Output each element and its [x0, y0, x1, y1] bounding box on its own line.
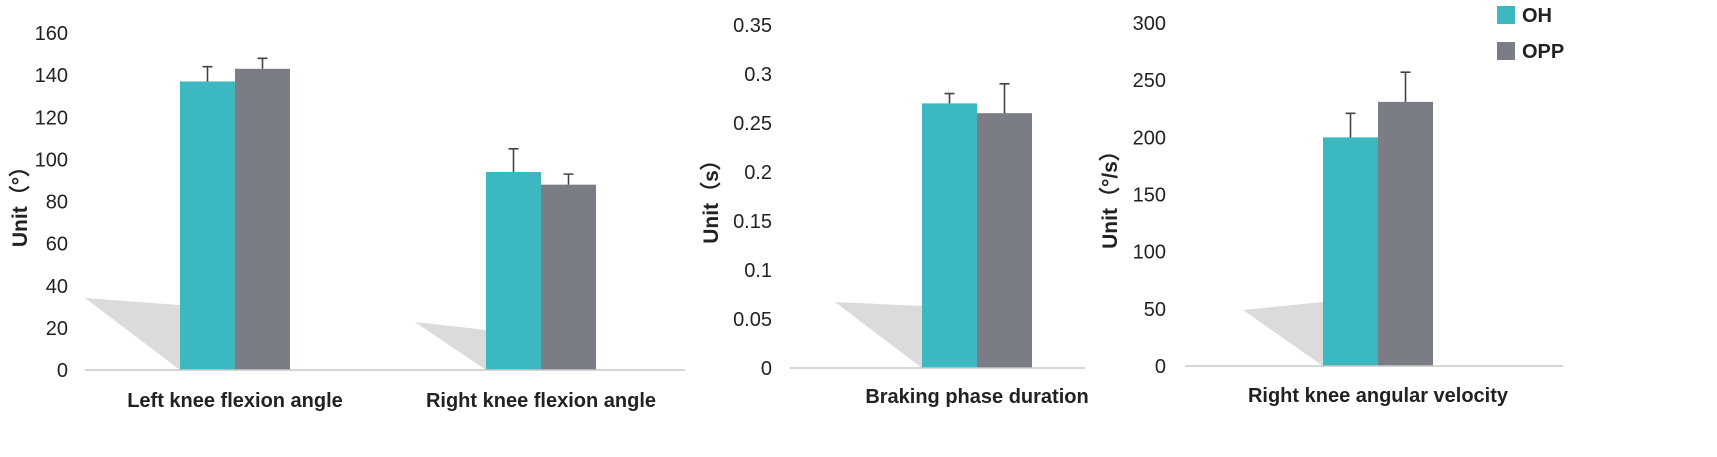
y-tick-label: 140: [35, 65, 68, 87]
y-axis-label: Unit（s）: [699, 149, 723, 244]
legend-label: OH: [1522, 5, 1552, 27]
bar-shadow: [1243, 302, 1323, 366]
y-tick-label: 0: [1155, 356, 1166, 378]
y-tick-label: 0: [761, 358, 772, 380]
bar-opp: [1378, 101, 1433, 366]
category-label: Left knee flexion angle: [127, 390, 343, 412]
bar-shadow: [415, 322, 486, 370]
y-axis-label: Unit（°）: [8, 156, 32, 247]
bar-oh: [922, 103, 977, 369]
y-tick-label: 50: [1144, 299, 1166, 321]
error-bar: [1400, 71, 1411, 102]
legend-swatch: [1497, 6, 1515, 24]
y-tick-label: 0.05: [733, 309, 772, 331]
legend: OH OPP: [1497, 5, 1564, 63]
y-tick-label: 60: [46, 234, 68, 256]
y-tick-label: 80: [46, 192, 68, 214]
y-axis-label: Unit（°/s）: [1098, 140, 1122, 249]
y-tick-label: 0.2: [744, 162, 772, 184]
y-tick-label: 0.3: [744, 64, 772, 86]
y-tick-label: 20: [46, 318, 68, 340]
y-tick-label: 0.15: [733, 211, 772, 233]
y-tick-label: 300: [1133, 13, 1166, 35]
category-label: Braking phase duration: [865, 386, 1088, 408]
chart-3: 0 50 100 150 200 250 300 Unit（°/s） Right knee an…: [1098, 13, 1563, 407]
error-bar: [257, 57, 268, 69]
y-tick-label: 0.35: [733, 15, 772, 37]
y-tick-label: 150: [1133, 185, 1166, 207]
y-tick-label: 250: [1133, 70, 1166, 92]
bar-shadow: [85, 298, 180, 370]
category-label: Right knee angular velocity: [1248, 385, 1509, 407]
y-tick-label: 100: [35, 149, 68, 171]
error-bar: [202, 65, 213, 82]
category-label: Right knee flexion angle: [426, 390, 656, 412]
bar-shadow: [835, 302, 922, 368]
bar-oh: [486, 172, 541, 370]
bar-opp: [235, 68, 290, 371]
y-tick-label: 40: [46, 276, 68, 298]
error-bar: [999, 83, 1010, 114]
y-tick-label: 160: [35, 23, 68, 45]
error-bar: [563, 173, 574, 185]
bar-opp: [977, 113, 1032, 368]
bar-opp: [541, 184, 596, 370]
y-tick-label: 120: [35, 107, 68, 129]
y-tick-label: 0.25: [733, 113, 772, 135]
error-bar: [508, 148, 519, 173]
bar-oh: [180, 81, 235, 370]
legend-swatch: [1497, 42, 1515, 60]
chart-1: 0 20 40 60 80 100 120 140 160 Unit（°） Left knee fl…: [8, 23, 685, 412]
error-bar: [1345, 112, 1356, 138]
chart-2: 0 0.05 0.1 0.15 0.2 0.25 0.3 0.35 Unit（s） Braking…: [699, 15, 1089, 408]
y-tick-label: 200: [1133, 127, 1166, 149]
bar-oh: [1323, 137, 1378, 366]
legend-label: OPP: [1522, 41, 1564, 63]
y-tick-label: 0.1: [744, 260, 772, 282]
y-tick-label: 100: [1133, 242, 1166, 264]
error-bar: [944, 92, 955, 104]
y-tick-label: 0: [57, 360, 68, 382]
